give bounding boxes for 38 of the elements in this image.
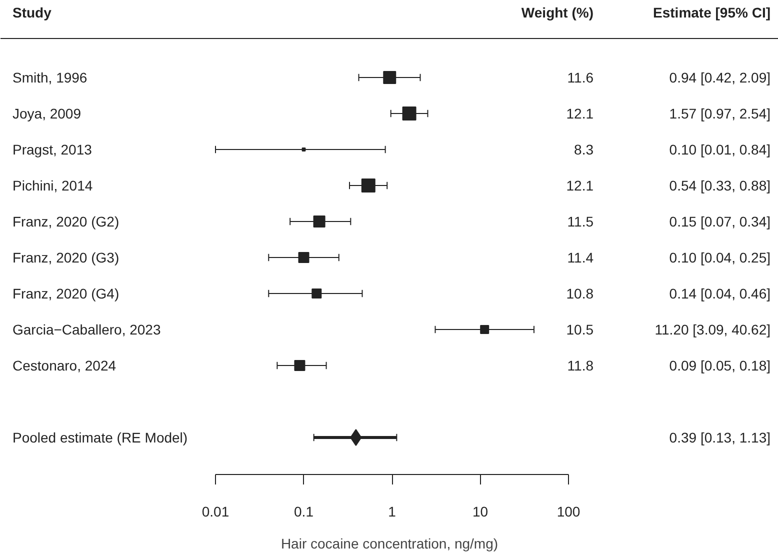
y-tick-label: Cestonaro, 2024: [12, 358, 116, 374]
annotation: 11.6: [567, 70, 594, 86]
text: Study: [12, 4, 52, 20]
annotation: 10.8: [566, 286, 594, 302]
annotation: 11.4: [567, 250, 594, 266]
x-tick-label: 100: [556, 504, 580, 520]
y-tick-label: Pichini, 2014: [12, 178, 93, 194]
annotation: 10.5: [566, 322, 594, 338]
y-tick-label: Pooled estimate (RE Model): [12, 430, 188, 446]
annotation: 11.8: [567, 358, 594, 374]
y-tick-label: Franz, 2020 (G2): [12, 214, 120, 230]
y-tick-label: Joya, 2009: [12, 106, 82, 122]
y-tick-label: Pragst, 2013: [12, 142, 92, 158]
x-tick-label: 1: [388, 504, 396, 520]
x-axis-title: Hair cocaine concentration, ng/mg): [280, 536, 498, 552]
annotation: 12.1: [566, 106, 594, 122]
annotation: 12.1: [566, 178, 594, 194]
x-tick-label: 10: [472, 504, 488, 520]
data-label: 0.10 [0.01, 0.84]: [669, 142, 771, 158]
data-label: 0.09 [0.05, 0.18]: [669, 358, 771, 374]
y-tick-label: Garcia−Caballero, 2023: [12, 322, 161, 338]
annotation: 11.5: [567, 214, 594, 230]
text: 0.39 [0.13, 1.13]: [669, 430, 771, 446]
y-tick-label: Franz, 2020 (G3): [12, 250, 120, 266]
text: Weight (%): [521, 4, 594, 20]
text: 8.3: [574, 142, 594, 158]
data-label: 1.57 [0.97, 2.54]: [669, 106, 771, 122]
y-tick-label: Smith, 1996: [12, 70, 88, 86]
data-label: 0.94 [0.42, 2.09]: [669, 70, 771, 86]
data-label: 0.15 [0.07, 0.34]: [669, 214, 771, 230]
data-label: 0.10 [0.04, 0.25]: [669, 250, 771, 266]
x-tick-label: 0.01: [202, 504, 230, 520]
data-label: 11.20 [3.09, 40.62]: [654, 322, 771, 338]
text: Estimate [95% CI]: [653, 4, 770, 20]
x-tick-label: 0.1: [294, 504, 314, 520]
data-label: 0.54 [0.33, 0.88]: [669, 178, 771, 194]
data-label: 0.14 [0.04, 0.46]: [669, 286, 771, 302]
y-tick-label: Franz, 2020 (G4): [12, 286, 120, 302]
